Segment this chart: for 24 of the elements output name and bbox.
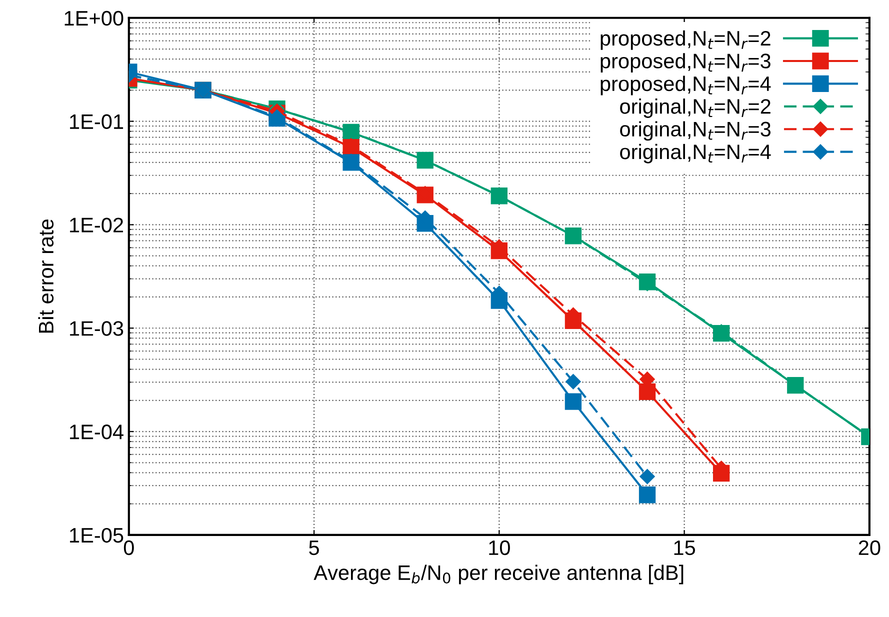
x-axis-title: Average E$_{b}$/N$_{0}$ per receive antenna [dB] — [314, 564, 684, 584]
point — [566, 374, 581, 390]
y-tick-label: 1E-04 — [70, 424, 124, 440]
y-tick-label: 1E-05 — [70, 528, 124, 543]
legend-label: original,N$_{t}$=N$_{r}$=2 — [620, 98, 770, 118]
y-tick-label: 1E-03 — [70, 321, 124, 336]
y-tick-label: 1E-02 — [70, 218, 123, 232]
x-tick-label: 0 — [124, 540, 134, 556]
legend-label: proposed,N$_{t}$=N$_{r}$=3 — [600, 53, 770, 73]
legend-label: original,N$_{t}$=N$_{r}$=4 — [620, 144, 771, 164]
point — [638, 383, 656, 400]
y-tick-label: 1E+00 — [64, 10, 124, 26]
x-tick-label: 15 — [674, 540, 696, 556]
x-tick-label: 20 — [858, 540, 880, 556]
point — [564, 393, 582, 410]
point — [640, 468, 655, 484]
x-tick-label: 10 — [489, 540, 510, 556]
legend-label: proposed,N$_{t}$=N$_{r}$=2 — [600, 30, 770, 50]
y-tick-label: 1E-01 — [70, 114, 124, 130]
x-tick-label: 5 — [309, 540, 319, 556]
y-axis-title: Bit error rate — [38, 219, 54, 333]
legend-label: original,N$_{t}$=N$_{r}$=3 — [620, 121, 771, 141]
point — [638, 486, 656, 504]
legend-label: proposed,N$_{t}$=N$_{r}$=4 — [600, 76, 771, 96]
